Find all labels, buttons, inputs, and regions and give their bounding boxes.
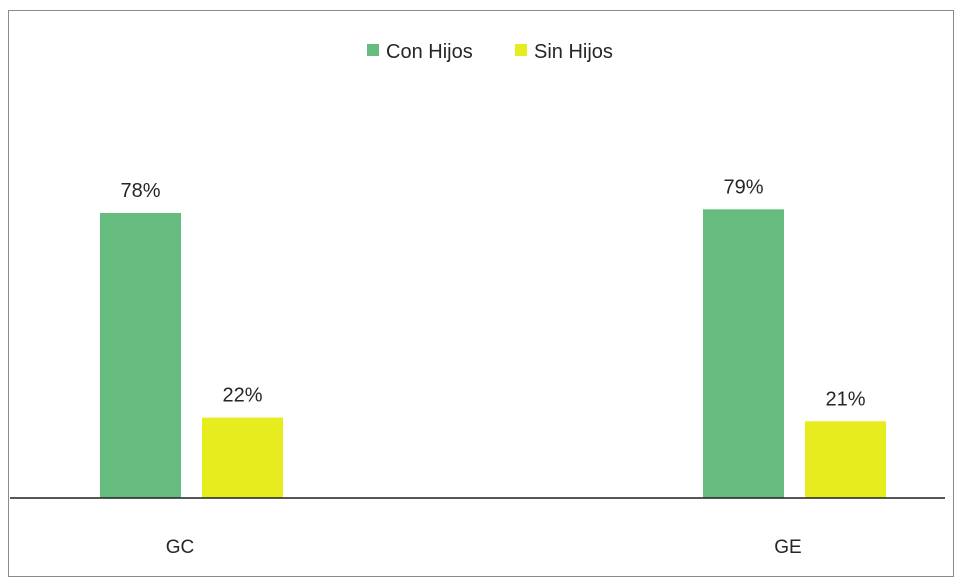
legend-label-sin-hijos: Sin Hijos [534,41,613,63]
bar-ge-sin-hijos [805,421,886,498]
x-tick-label-gc: GC [166,537,195,558]
legend-swatch-sin-hijos [515,44,527,56]
value-label-gc-con-hijos: 78% [120,180,160,202]
legend-label-con-hijos: Con Hijos [386,41,473,63]
value-label-ge-sin-hijos: 21% [825,388,865,410]
legend-swatch-con-hijos [367,44,379,56]
value-labels-group: 78% 22% 79% 21% [120,176,865,410]
legend: Con Hijos Sin Hijos [367,41,613,63]
bar-gc-con-hijos [100,212,181,498]
bars-group [100,209,886,499]
x-tick-label-ge: GE [774,537,801,558]
bar-gc-sin-hijos [202,417,283,498]
value-label-gc-sin-hijos: 22% [222,385,262,407]
bar-ge-con-hijos [703,209,784,499]
x-tick-labels-group: GC GE [166,537,802,558]
value-label-ge-con-hijos: 79% [723,176,763,198]
